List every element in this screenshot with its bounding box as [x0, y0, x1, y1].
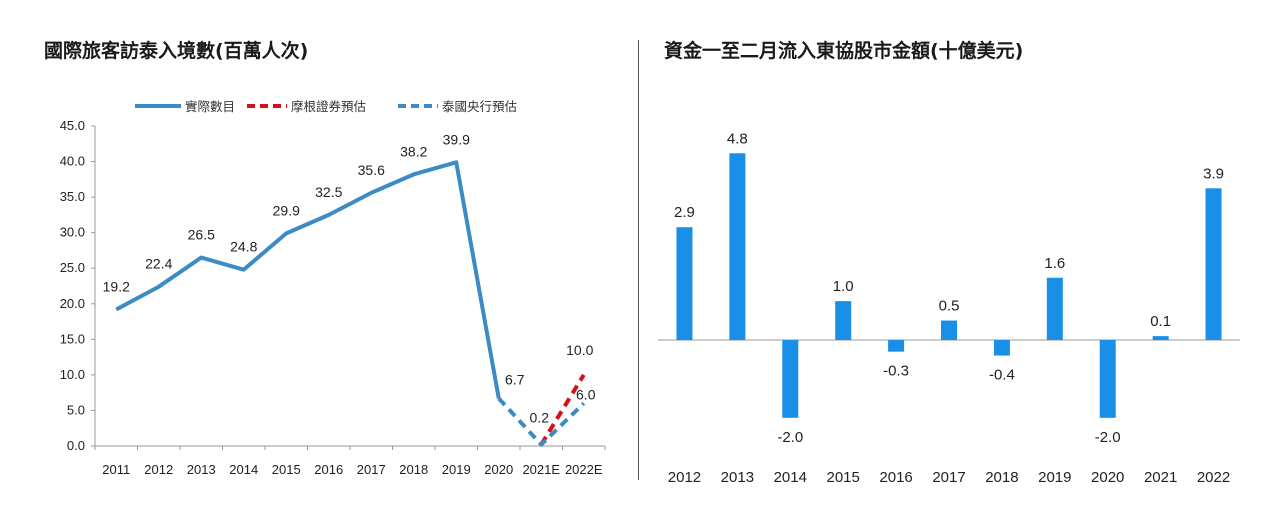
- series-line-3: [497, 397, 586, 447]
- legend-label-1: 實際數目: [185, 99, 235, 114]
- bar-value-label: -2.0: [777, 429, 803, 446]
- bar-2017: [941, 320, 957, 340]
- x-tick-label: 2012: [668, 469, 701, 486]
- bar-value-label: 3.9: [1203, 165, 1224, 182]
- x-tick-label: 2017: [357, 462, 386, 477]
- data-label: 26.5: [188, 227, 215, 243]
- x-tick-label: 2012: [144, 462, 173, 477]
- y-tick-label: 30.0: [60, 225, 85, 240]
- x-tick-label: 2016: [314, 462, 343, 477]
- x-tick-label: 2017: [932, 469, 965, 486]
- y-tick-label: 0.0: [67, 438, 85, 453]
- bar-2015: [835, 301, 852, 340]
- x-tick-label: 2019: [1038, 469, 1071, 486]
- x-tick-label: 2018: [399, 462, 428, 477]
- bar-value-label: 1.6: [1044, 255, 1065, 272]
- x-tick-label: 2019: [442, 462, 471, 477]
- bar-value-label: -0.4: [989, 367, 1015, 384]
- right-chart-title: 資金一至二月流入東協股市金額(十億美元): [664, 40, 1024, 62]
- x-tick-label: 2013: [721, 469, 754, 486]
- bar-value-label: 0.1: [1150, 313, 1171, 330]
- bar-2016: [888, 340, 905, 352]
- x-tick-label: 2014: [229, 462, 258, 477]
- bar-2021: [1152, 336, 1169, 340]
- series-line-2: [539, 373, 586, 446]
- data-label: 10.0: [566, 342, 593, 358]
- bar-2020: [1099, 340, 1116, 418]
- legend-label-3: 泰國央行預估: [442, 99, 517, 114]
- bar-value-label: -2.0: [1095, 429, 1121, 446]
- x-tick-label: 2018: [985, 469, 1018, 486]
- bar-2014: [782, 340, 799, 418]
- x-tick-label: 2022: [1197, 469, 1230, 486]
- bar-value-label: 2.9: [674, 204, 695, 221]
- bar-value-label: 4.8: [727, 130, 748, 147]
- y-tick-label: 35.0: [60, 189, 85, 204]
- bar-2019: [1046, 277, 1063, 340]
- panel-divider: [638, 40, 639, 480]
- x-tick-label: 2021: [1144, 469, 1177, 486]
- y-tick-label: 25.0: [60, 260, 85, 275]
- x-tick-label: 2013: [187, 462, 216, 477]
- legend-label-2: 摩根證券預估: [291, 99, 366, 114]
- data-label: 39.9: [443, 131, 470, 147]
- x-tick-label: 2015: [826, 469, 859, 486]
- data-label: 38.2: [400, 143, 427, 159]
- data-label: 35.6: [358, 162, 385, 178]
- y-tick-label: 5.0: [67, 402, 85, 417]
- series-line-1: [115, 160, 501, 399]
- x-tick-label: 2011: [102, 462, 130, 477]
- y-tick-label: 15.0: [60, 331, 85, 346]
- data-label: 6.7: [505, 371, 525, 387]
- y-tick-label: 45.0: [60, 118, 85, 133]
- bar-2012: [676, 227, 693, 340]
- x-tick-label: 2022E: [565, 462, 603, 477]
- data-label: 32.5: [315, 184, 342, 200]
- x-tick-label: 2015: [272, 462, 301, 477]
- bar-value-label: -0.3: [883, 363, 909, 380]
- data-label: 22.4: [145, 256, 172, 272]
- bar-value-label: 1.0: [833, 278, 854, 295]
- y-tick-label: 10.0: [60, 367, 85, 382]
- left-chart-title: 國際旅客訪泰入境數(百萬人次): [44, 40, 309, 62]
- x-tick-label: 2020: [1091, 469, 1124, 486]
- bar-2022: [1205, 188, 1222, 340]
- x-tick-label: 2014: [774, 469, 807, 486]
- x-tick-label: 2020: [484, 462, 513, 477]
- bar-value-label: 0.5: [939, 298, 960, 315]
- y-tick-label: 40.0: [60, 154, 85, 169]
- data-label: 29.9: [273, 202, 300, 218]
- bar-2018: [993, 340, 1010, 356]
- y-tick-label: 20.0: [60, 296, 85, 311]
- x-tick-label: 2016: [879, 469, 912, 486]
- data-label: 6.0: [576, 386, 596, 402]
- x-tick-label: 2021E: [522, 462, 560, 477]
- bar-2013: [729, 153, 746, 340]
- data-label: 0.2: [530, 410, 550, 426]
- data-label: 19.2: [103, 278, 130, 294]
- data-label: 24.8: [230, 239, 257, 255]
